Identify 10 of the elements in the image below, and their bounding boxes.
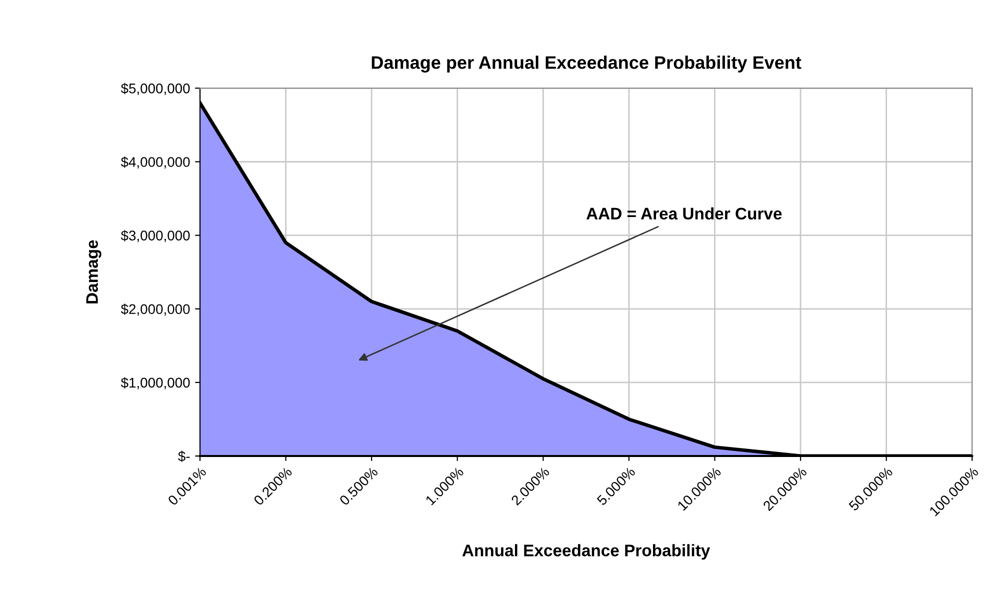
- y-tick-label: $3,000,000: [120, 230, 190, 242]
- y-tick-label: $4,000,000: [120, 156, 190, 169]
- y-tick-label: $2,000,000: [120, 304, 190, 316]
- chart-title: Damage per Annual Exceedance Probability Event: [372, 56, 802, 73]
- annotation: AAD = Area Under Curve: [586, 207, 782, 220]
- x-axis-title: Annual Exceedance Probability: [462, 544, 710, 560]
- y-tick-label: $1,000,000: [120, 377, 190, 390]
- y-axis-title: Damage: [86, 240, 102, 304]
- y-tick-label: $5,000,000: [120, 82, 190, 95]
- y-tick-label: $-: [178, 450, 190, 462]
